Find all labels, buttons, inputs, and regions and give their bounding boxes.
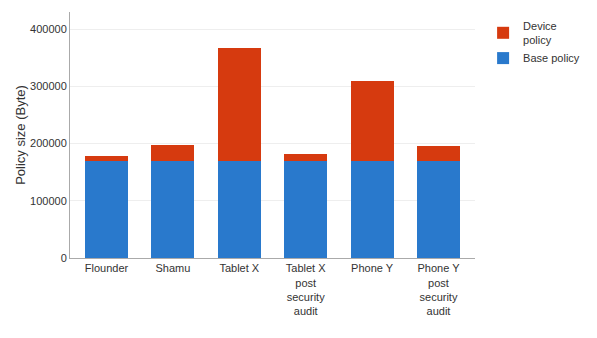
svg-text:Tablet Xpostsecurityaudit: Tablet Xpostsecurityaudit	[286, 262, 326, 317]
svg-text:100000: 100000	[30, 195, 67, 207]
svg-text:Base policy: Base policy	[523, 52, 580, 64]
svg-text:Devicepolicy: Devicepolicy	[523, 20, 557, 46]
svg-text:Phone Ypostsecurityaudit: Phone Ypostsecurityaudit	[417, 262, 460, 317]
svg-text:0: 0	[61, 252, 67, 264]
svg-text:Tablet X: Tablet X	[219, 262, 259, 274]
svg-text:Phone Y: Phone Y	[351, 262, 394, 274]
svg-text:200000: 200000	[30, 137, 67, 149]
svg-text:Shamu: Shamu	[155, 262, 190, 274]
svg-text:400000: 400000	[30, 23, 67, 35]
svg-text:Flounder: Flounder	[85, 262, 129, 274]
svg-text:Policy size (Byte): Policy size (Byte)	[13, 85, 28, 185]
svg-text:300000: 300000	[30, 80, 67, 92]
